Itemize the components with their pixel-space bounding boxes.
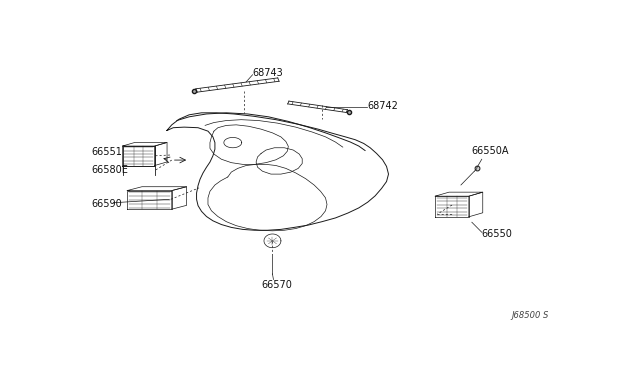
Text: 66551: 66551	[91, 147, 122, 157]
Text: 66570: 66570	[261, 280, 292, 290]
Text: 66580E: 66580E	[91, 165, 128, 175]
Text: 66590: 66590	[91, 199, 122, 209]
Text: 66550A: 66550A	[472, 145, 509, 155]
Text: 68742: 68742	[367, 101, 399, 111]
Text: 68743: 68743	[253, 68, 284, 78]
Text: J68500 S: J68500 S	[511, 311, 549, 320]
Text: 66550: 66550	[482, 229, 513, 239]
